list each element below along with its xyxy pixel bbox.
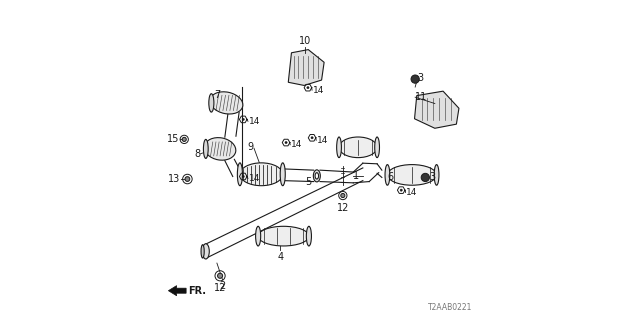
Text: 2: 2 — [220, 281, 226, 291]
Circle shape — [307, 86, 309, 89]
Text: 7: 7 — [214, 90, 221, 100]
Text: 1: 1 — [353, 172, 360, 181]
Ellipse shape — [339, 137, 377, 158]
Ellipse shape — [314, 170, 320, 182]
Text: 9: 9 — [247, 142, 253, 152]
Ellipse shape — [315, 173, 319, 179]
Text: 3: 3 — [418, 73, 424, 83]
Circle shape — [182, 137, 186, 141]
Text: 12: 12 — [337, 203, 349, 213]
Ellipse shape — [204, 140, 208, 158]
Text: FR.: FR. — [188, 286, 205, 296]
Text: 10: 10 — [299, 36, 311, 46]
Ellipse shape — [307, 226, 312, 246]
Circle shape — [421, 173, 429, 181]
Circle shape — [242, 175, 244, 178]
Polygon shape — [288, 50, 324, 85]
Polygon shape — [168, 286, 186, 296]
Text: 14: 14 — [317, 136, 328, 145]
Text: 6: 6 — [387, 172, 394, 182]
Text: 12: 12 — [214, 283, 227, 293]
Text: 15: 15 — [168, 134, 180, 144]
Text: 8: 8 — [194, 149, 200, 159]
Ellipse shape — [240, 163, 283, 186]
Text: 11: 11 — [415, 92, 428, 101]
Ellipse shape — [210, 92, 243, 114]
Ellipse shape — [204, 138, 236, 160]
Circle shape — [218, 273, 223, 278]
Ellipse shape — [258, 226, 309, 246]
Text: 3: 3 — [429, 172, 436, 182]
Circle shape — [411, 75, 419, 83]
Circle shape — [185, 177, 190, 181]
Circle shape — [242, 118, 244, 121]
Text: T2AAB0221: T2AAB0221 — [428, 303, 472, 312]
Circle shape — [400, 189, 403, 191]
Text: 14: 14 — [291, 140, 302, 149]
Ellipse shape — [255, 226, 260, 246]
Ellipse shape — [280, 163, 285, 186]
Polygon shape — [415, 91, 459, 128]
Ellipse shape — [375, 137, 380, 158]
Ellipse shape — [434, 164, 439, 185]
Text: 4: 4 — [277, 252, 284, 262]
Circle shape — [285, 141, 287, 144]
Ellipse shape — [201, 245, 204, 258]
Ellipse shape — [202, 244, 209, 259]
Circle shape — [340, 194, 345, 197]
Text: 13: 13 — [168, 174, 180, 184]
Ellipse shape — [209, 94, 214, 112]
Text: 14: 14 — [248, 174, 260, 183]
Ellipse shape — [385, 164, 390, 185]
Text: 14: 14 — [248, 117, 260, 126]
Text: 5: 5 — [305, 178, 312, 188]
Circle shape — [311, 137, 313, 139]
Ellipse shape — [237, 163, 243, 186]
Ellipse shape — [387, 164, 436, 185]
Ellipse shape — [337, 137, 341, 158]
Text: 14: 14 — [406, 188, 417, 197]
Text: 14: 14 — [313, 86, 324, 95]
